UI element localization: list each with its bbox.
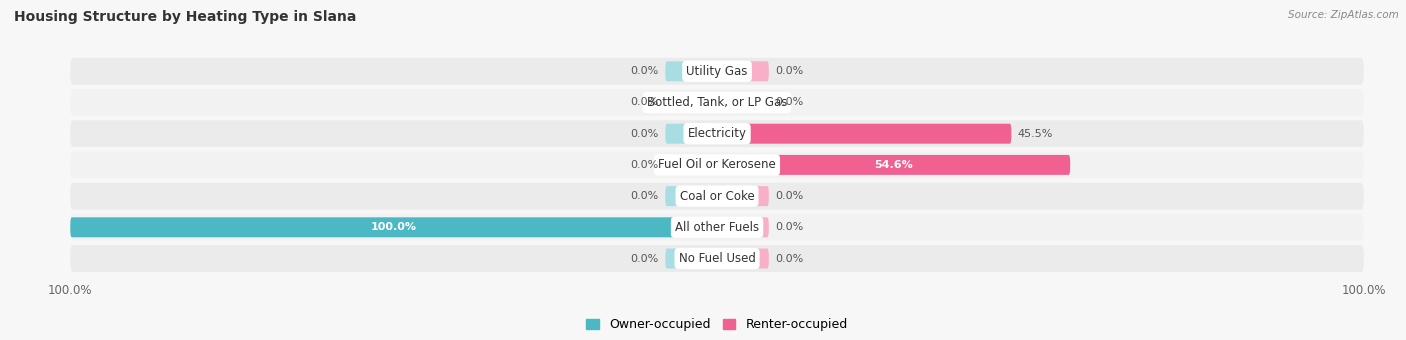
Text: 0.0%: 0.0% <box>631 129 659 139</box>
FancyBboxPatch shape <box>70 120 1364 147</box>
Text: 0.0%: 0.0% <box>775 254 803 264</box>
FancyBboxPatch shape <box>717 217 769 237</box>
FancyBboxPatch shape <box>665 186 717 206</box>
FancyBboxPatch shape <box>70 152 1364 178</box>
Text: Bottled, Tank, or LP Gas: Bottled, Tank, or LP Gas <box>647 96 787 109</box>
FancyBboxPatch shape <box>665 155 717 175</box>
FancyBboxPatch shape <box>70 245 1364 272</box>
FancyBboxPatch shape <box>717 92 769 113</box>
Text: 0.0%: 0.0% <box>775 98 803 107</box>
Text: All other Fuels: All other Fuels <box>675 221 759 234</box>
Text: 0.0%: 0.0% <box>775 222 803 232</box>
Text: 100.0%: 100.0% <box>371 222 416 232</box>
Text: 0.0%: 0.0% <box>631 98 659 107</box>
Text: Utility Gas: Utility Gas <box>686 65 748 78</box>
Text: Source: ZipAtlas.com: Source: ZipAtlas.com <box>1288 10 1399 20</box>
FancyBboxPatch shape <box>717 155 1070 175</box>
FancyBboxPatch shape <box>717 124 1011 144</box>
Text: 0.0%: 0.0% <box>631 66 659 76</box>
FancyBboxPatch shape <box>70 58 1364 85</box>
Text: 45.5%: 45.5% <box>1018 129 1053 139</box>
FancyBboxPatch shape <box>70 183 1364 209</box>
FancyBboxPatch shape <box>717 186 769 206</box>
Text: 0.0%: 0.0% <box>631 254 659 264</box>
Text: Housing Structure by Heating Type in Slana: Housing Structure by Heating Type in Sla… <box>14 10 357 24</box>
FancyBboxPatch shape <box>70 214 1364 241</box>
Text: Coal or Coke: Coal or Coke <box>679 190 755 203</box>
FancyBboxPatch shape <box>665 61 717 81</box>
Text: No Fuel Used: No Fuel Used <box>679 252 755 265</box>
Text: 54.6%: 54.6% <box>875 160 912 170</box>
FancyBboxPatch shape <box>665 124 717 144</box>
FancyBboxPatch shape <box>717 249 769 269</box>
FancyBboxPatch shape <box>665 249 717 269</box>
Text: 0.0%: 0.0% <box>631 160 659 170</box>
Text: 0.0%: 0.0% <box>631 191 659 201</box>
FancyBboxPatch shape <box>717 61 769 81</box>
FancyBboxPatch shape <box>70 217 717 237</box>
Text: Electricity: Electricity <box>688 127 747 140</box>
FancyBboxPatch shape <box>665 92 717 113</box>
FancyBboxPatch shape <box>70 89 1364 116</box>
Legend: Owner-occupied, Renter-occupied: Owner-occupied, Renter-occupied <box>582 313 852 336</box>
Text: Fuel Oil or Kerosene: Fuel Oil or Kerosene <box>658 158 776 171</box>
Text: 0.0%: 0.0% <box>775 66 803 76</box>
Text: 0.0%: 0.0% <box>775 191 803 201</box>
